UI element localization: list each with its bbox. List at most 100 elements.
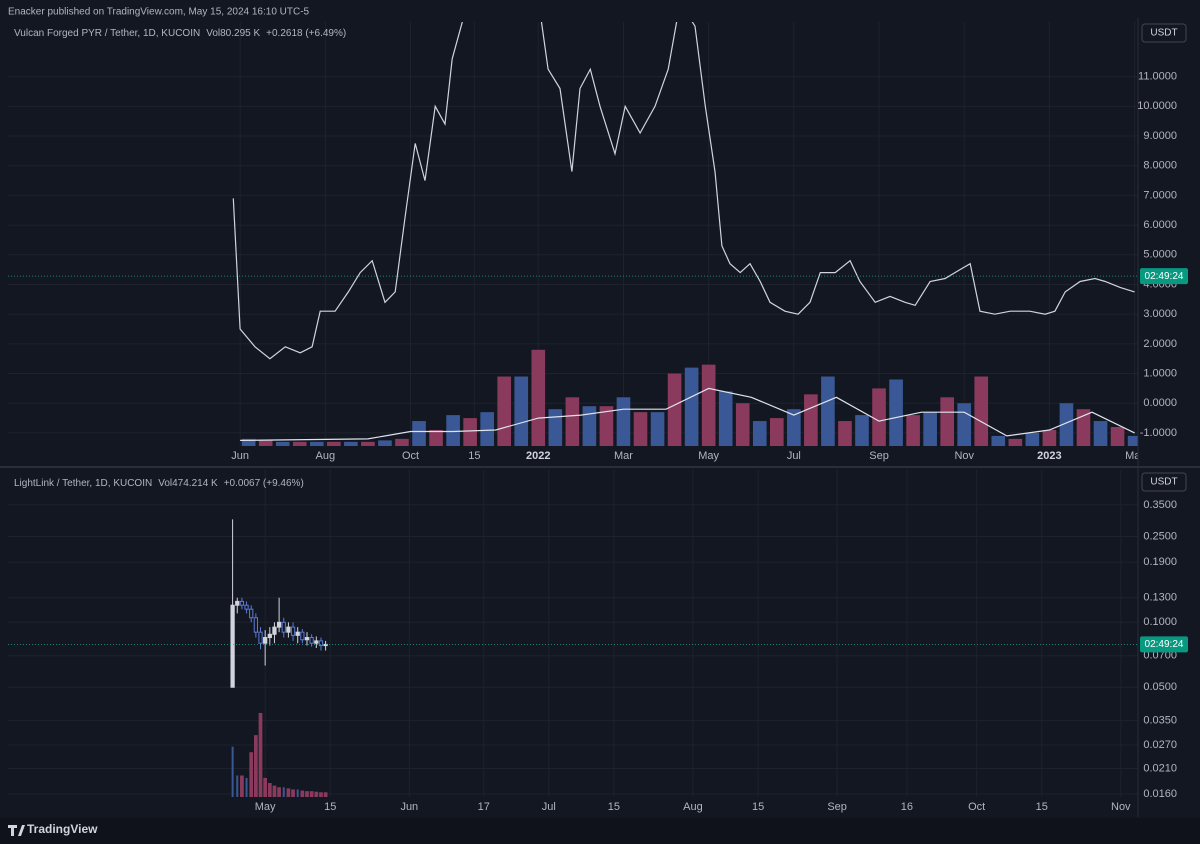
x-tick-label: 16 [901, 801, 913, 813]
x-tick-label: 2023 [1037, 450, 1061, 462]
x-tick-label: 15 [1036, 801, 1048, 813]
volume-bar [1127, 435, 1138, 446]
legend-symbol: LightLink / Tether, 1D, KUCOIN [14, 478, 152, 489]
unit: USDT [1150, 28, 1177, 39]
legend-volume-label: Vol474.214 K [158, 478, 218, 489]
y-tick-label: 0.0700 [1143, 650, 1177, 662]
y-tick-label: 0.0500 [1143, 681, 1177, 693]
candle-body [244, 604, 249, 610]
y-tick-label: 5.0000 [1143, 249, 1177, 261]
volume-bar [236, 775, 239, 797]
volume-bar [309, 791, 314, 797]
volume-bar [361, 441, 375, 446]
volume-bar [378, 440, 392, 446]
volume-bar [296, 789, 299, 797]
volume-bar [344, 441, 358, 446]
volume-bar [323, 792, 328, 797]
y-tick-label: 0.0160 [1143, 788, 1177, 800]
candle-body [318, 640, 324, 647]
volume-bar [277, 787, 281, 797]
volume-bar [684, 367, 699, 446]
volume-bar [1093, 421, 1108, 446]
volume-bar [599, 406, 614, 446]
candle-body [235, 600, 240, 606]
volume-bar [514, 376, 529, 446]
y-tick-label: 6.0000 [1143, 219, 1177, 231]
candle-body [253, 617, 258, 633]
volume-bar [752, 421, 767, 446]
legend-change: +0.2618 (+6.49%) [266, 28, 346, 39]
chart-pane: Jun Aug Oct 15 2022 Mar May Jul Sep Nov 2023 Mar-1.… [8, 18, 1200, 466]
volume-bar [272, 785, 277, 797]
y-tick-label: 9.0000 [1143, 130, 1177, 142]
header: Enacker published on TradingView.com, Ma… [8, 7, 310, 18]
y-tick-label: 0.1900 [1143, 556, 1177, 568]
plot-area [232, 22, 1138, 446]
volume-bar [1025, 432, 1040, 446]
y-tick-label: 0.0350 [1143, 715, 1177, 727]
y-tick-label: 3.0000 [1143, 308, 1177, 320]
x-tick-label: Jun [231, 450, 249, 462]
y-tick-label: 0.1300 [1143, 592, 1177, 604]
x-tick-label: 15 [752, 801, 764, 813]
volume-bar [231, 746, 234, 797]
volume-bar [275, 441, 290, 446]
volume-bar [923, 412, 937, 446]
volume-bar [872, 388, 886, 446]
legend-volume-label: Vol80.295 K [206, 28, 260, 39]
footer-brand: TradingView [27, 822, 98, 836]
candle-body [263, 637, 268, 644]
y-tick-label: 1.0000 [1143, 367, 1177, 379]
x-tick-label: Mar [614, 450, 633, 462]
volume-bar [497, 376, 512, 446]
volume-bar [249, 752, 254, 797]
candle-body [267, 633, 272, 639]
volume-bar [309, 441, 324, 446]
volume-bar [718, 391, 733, 446]
x-tick-label: Oct [968, 801, 985, 813]
volume-bar [319, 792, 323, 797]
candle-body [300, 631, 305, 641]
volume-bar [480, 412, 494, 446]
volume-bar [240, 775, 244, 797]
volume-bar [667, 373, 682, 446]
volume-bar [855, 415, 869, 446]
volume-bar [735, 403, 750, 446]
countdown: 02:49:24 [1145, 271, 1184, 282]
y-tick-label: 2.0000 [1143, 338, 1177, 350]
volume-bar [906, 415, 920, 446]
volume-bar [1042, 429, 1057, 446]
candle-body [281, 621, 286, 633]
candle-body [309, 637, 314, 644]
volume-bar [804, 394, 818, 446]
volume-bar [1008, 438, 1023, 446]
y-tick-label: -1.0000 [1140, 427, 1177, 439]
x-tick-label: May [698, 450, 719, 462]
countdown: 02:49:24 [1145, 639, 1184, 650]
legend-symbol: Vulcan Forged PYR / Tether, 1D, KUCOIN [14, 28, 200, 39]
y-tick-label: 0.1000 [1143, 616, 1177, 628]
candle-body [239, 600, 245, 606]
x-tick-label: Jun [400, 801, 418, 813]
y-tick-label: 11.0000 [1138, 71, 1177, 83]
volume-bar [286, 788, 291, 797]
volume-bar [1059, 403, 1074, 446]
y-tick-label: 0.3500 [1143, 499, 1177, 511]
volume-bar [582, 406, 597, 446]
volume-bar [463, 418, 477, 446]
volume-bar [291, 789, 295, 797]
volume-bar [957, 403, 972, 446]
candle-body [258, 631, 263, 644]
volume-bar [300, 790, 305, 797]
volume-bar [633, 412, 648, 446]
volume-bar [314, 791, 319, 797]
y-tick-label: 0.2500 [1143, 530, 1177, 542]
unit-box [1141, 23, 1187, 43]
y-tick-label: 10.0000 [1137, 100, 1177, 112]
candle-body [230, 604, 235, 688]
volume-bar [1110, 426, 1125, 446]
candle-body [323, 643, 328, 647]
volume-bar [327, 441, 341, 446]
x-tick-label: 15 [468, 450, 480, 462]
